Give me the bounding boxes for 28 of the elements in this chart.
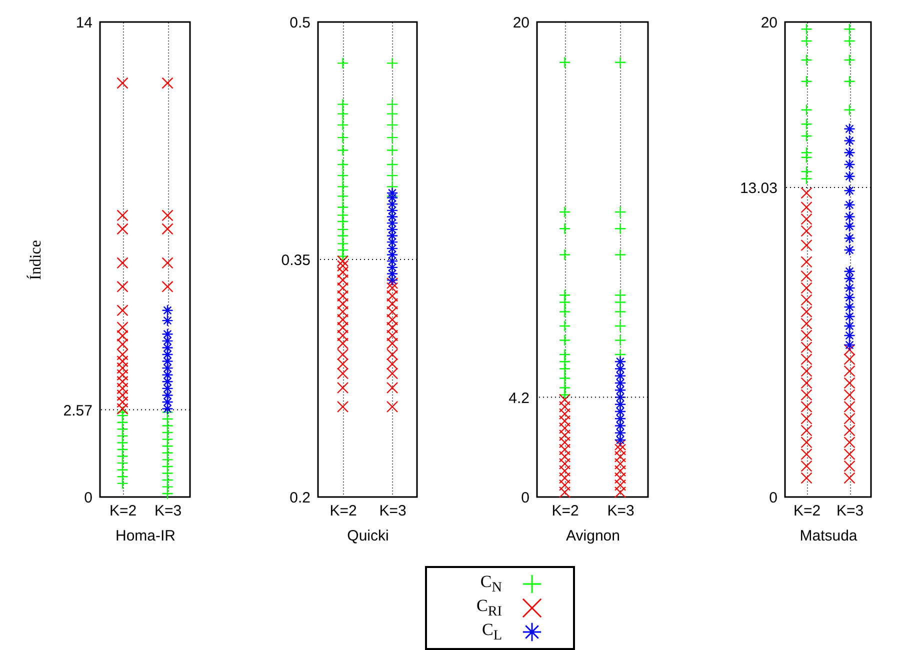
y-tick-label: 4.2 <box>508 390 530 407</box>
x-tick-label: K=2 <box>109 502 137 520</box>
x-tick-label: K=2 <box>330 502 357 520</box>
y-tick-label: 2.57 <box>63 402 92 420</box>
x-axis-title: Matsuda <box>800 528 858 544</box>
x-axis-title: Avignon <box>566 528 620 544</box>
y-tick-label: 20 <box>512 14 530 32</box>
x-tick-label: K=3 <box>379 502 406 520</box>
x-tick-label: K=3 <box>607 502 634 520</box>
legend-label: C$_{RI}$ <box>476 596 503 620</box>
x-tick-label: K=3 <box>836 502 864 520</box>
y-axis-title: Índice <box>26 240 44 280</box>
y-tick-label: 0.35 <box>281 252 310 269</box>
y-tick-label: 13.03 <box>740 180 778 198</box>
y-tick-label: 0 <box>84 490 92 506</box>
y-tick-label: 20 <box>760 14 778 32</box>
x-tick-label: K=3 <box>154 502 182 520</box>
legend-label: C$_{L}$ <box>481 620 503 644</box>
y-tick-label: 0.5 <box>290 14 310 32</box>
y-tick-label: 14 <box>76 14 92 32</box>
x-axis-title: Quicki <box>347 528 389 544</box>
legend-label: C$_{N}$ <box>479 572 503 596</box>
y-tick-label: 0 <box>769 490 778 506</box>
x-tick-label: K=2 <box>552 502 579 520</box>
x-axis-title: Homa-IR <box>115 528 176 544</box>
y-tick-label: 0 <box>521 490 530 506</box>
y-tick-label: 0.2 <box>290 490 310 506</box>
x-tick-label: K=2 <box>793 502 821 520</box>
